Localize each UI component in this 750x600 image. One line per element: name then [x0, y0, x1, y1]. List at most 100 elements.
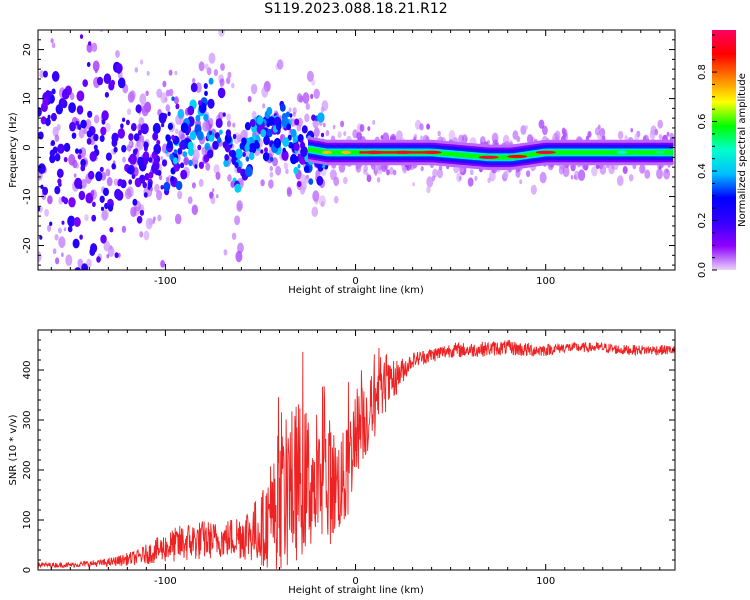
spectrogram-blob: [79, 34, 84, 39]
spectrogram-blob: [48, 91, 53, 97]
spectrogram-blob: [297, 181, 302, 188]
spectrogram-blob: [99, 195, 105, 203]
spectrogram-speckle: [175, 128, 179, 135]
spectrogram-speckle: [105, 168, 111, 177]
spectrogram-blob: [252, 134, 256, 140]
spectrogram-blob: [74, 267, 82, 270]
spectrogram-blob: [82, 79, 88, 87]
spectrogram-blob: [207, 98, 215, 109]
spectrogram-blob: [311, 114, 316, 121]
spectrogram-blob: [86, 62, 91, 67]
spectrogram-speckle: [412, 182, 415, 187]
spectrogram-blob: [88, 41, 92, 46]
spectrogram-speckle: [340, 120, 345, 128]
spectrogram-speckle: [183, 156, 189, 166]
spectrogram-blob: [118, 275, 124, 284]
spectrogram-speckle: [223, 249, 228, 256]
spectrogram-speckle: [562, 166, 570, 178]
spectrogram-speckle: [84, 214, 89, 222]
spectrogram-blob: [222, 112, 226, 117]
x-tick-label: -100: [154, 276, 177, 287]
spectrogram-blob: [128, 133, 134, 141]
spectrogram-blob: [254, 139, 259, 146]
spectrogram-blob: [300, 139, 304, 144]
spectrogram-speckle: [173, 96, 179, 105]
spectrogram-speckle: [191, 204, 198, 216]
spectrogram-speckle: [160, 92, 168, 104]
spectrogram-speckle: [110, 148, 115, 155]
spectrogram-blob: [103, 187, 109, 197]
colorbar: 0.0 0.2 0.4 0.6 0.8 Normalized spectral ampl…: [697, 30, 748, 278]
spectrogram-speckle: [127, 91, 135, 103]
spectrogram-speckle: [226, 120, 232, 128]
spectrogram-speckle: [458, 176, 462, 181]
spectrogram-speckle: [93, 114, 100, 124]
spectrogram-speckle: [145, 90, 149, 97]
spectrogram-speckle: [206, 67, 212, 76]
spectrogram-blob: [224, 144, 231, 153]
spectrogram-blob: [42, 70, 48, 78]
spectrogram-speckle: [122, 14, 128, 24]
spectrogram-speckle: [42, 0, 46, 2]
spectrogram-speckle: [487, 177, 491, 184]
spectrogram-speckle: [101, 210, 108, 222]
spectrogram-speckle: [65, 254, 73, 266]
spectrogram-speckle: [73, 173, 77, 178]
spectrogram-speckle: [209, 117, 214, 125]
spectrogram-blob: [81, 263, 88, 270]
spectrogram-speckle: [168, 69, 173, 76]
spectrogram-speckle: [658, 134, 663, 140]
spectrogram-blob: [79, 234, 83, 240]
spectrogram-speckle: [343, 176, 348, 185]
spectrogram-blob: [73, 217, 81, 227]
spectrogram-blob: [147, 181, 153, 189]
spectrogram-blob: [242, 152, 246, 157]
spectrogram-blob: [290, 128, 297, 138]
spectrogram-speckle: [420, 135, 423, 141]
spectrogram-speckle: [204, 7, 211, 18]
colorbar-tick-label: 0.6: [697, 114, 708, 130]
spectrogram-blob: [260, 129, 267, 138]
spectrogram-speckle: [539, 171, 547, 184]
spectrogram-speckle: [112, 30, 115, 31]
colorbar-tick-label: 0.4: [697, 163, 708, 179]
spectrogram-blob: [236, 166, 242, 174]
spectrogram-speckle: [121, 225, 127, 233]
colorbar-tick-label: 0.2: [697, 213, 708, 229]
spectrogram-blob: [163, 181, 171, 192]
spectrogram-speckle: [312, 190, 320, 202]
spectrogram-blob: [207, 149, 214, 159]
spectrogram-blob: [234, 162, 239, 168]
spectrogram-blob: [293, 142, 300, 151]
spectrogram-blob: [230, 149, 236, 159]
spectrogram-blob: [317, 112, 325, 123]
spectrogram-speckle: [113, 178, 119, 186]
spectrogram-speckle: [198, 61, 205, 72]
spectrogram-blob: [297, 164, 301, 169]
snr-y-axis-label: SNR (10 * v/v): [8, 414, 19, 485]
spectrogram-blob: [38, 107, 42, 117]
x-tick-label: -100: [154, 576, 177, 587]
spectrogram-blob: [240, 168, 246, 177]
spectrogram-speckle: [438, 164, 443, 171]
spectrogram-speckle: [51, 42, 56, 49]
spectrogram-blob: [38, 131, 44, 140]
spectrogram-blob: [76, 90, 85, 102]
spectrogram-blob: [262, 151, 270, 162]
spectrogram-blob: [38, 163, 46, 175]
spectrogram-blob: [189, 131, 197, 141]
spectrogram-blob: [117, 128, 126, 139]
spectrogram-blob: [180, 169, 188, 180]
spectrogram-speckle: [75, 162, 79, 169]
spectrogram-speckle: [237, 242, 244, 254]
spectrogram-blob: [120, 123, 124, 129]
spectrogram-blob: [169, 153, 174, 161]
spectrogram-speckle: [554, 130, 561, 141]
spectrogram-speckle: [216, 194, 219, 199]
spectrogram-blob: [260, 149, 264, 154]
colorbar-tick-label: 0.0: [697, 262, 708, 278]
spectrogram-blob: [281, 150, 289, 161]
spectrogram-speckle: [630, 128, 634, 133]
spectrogram-speckle: [304, 175, 310, 184]
spectrogram-blob: [182, 151, 188, 158]
